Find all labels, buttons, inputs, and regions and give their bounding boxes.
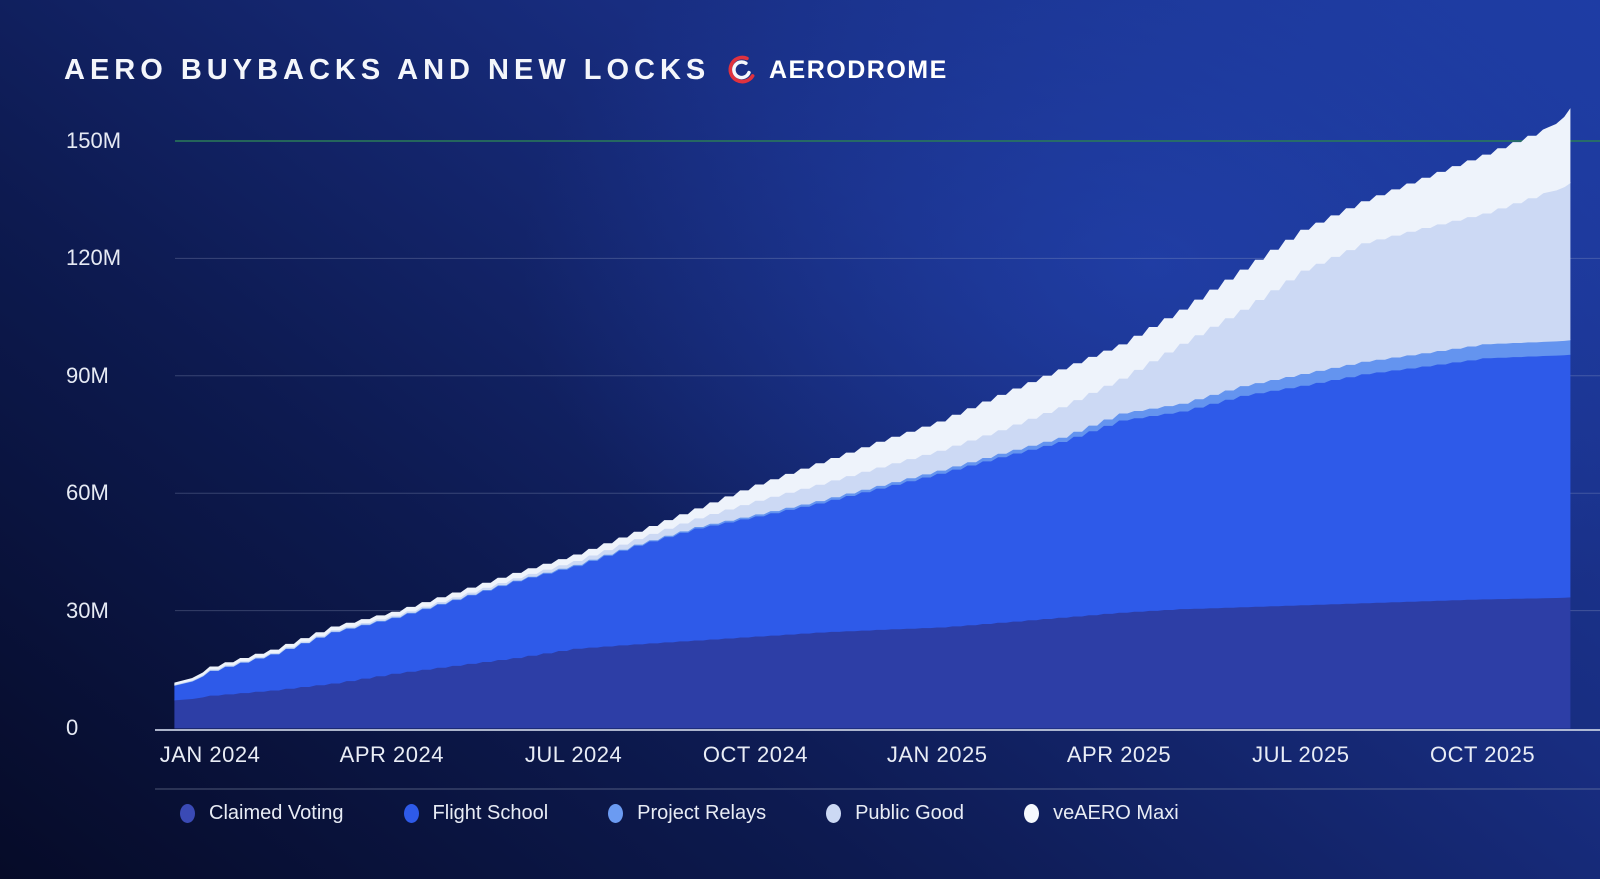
y-tick-60m: 60M [66,480,109,506]
x-tick-jan-2025: JAN 2025 [886,742,988,767]
aerodrome-swoosh-icon [728,55,755,84]
area-veaero-maxi [174,108,1571,685]
brand-logo: AERODROME [724,50,948,90]
legend-dot-icon [403,804,419,823]
chart-legend: Claimed Voting Flight School Project Relay… [180,802,1179,825]
x-tick-apr-2025: APR 2025 [1066,742,1172,767]
x-tick-apr-2024: APR 2024 [339,742,444,767]
y-tick-90m: 90M [66,362,109,388]
legend-label: Flight School [432,802,549,824]
legend-dot-icon [1024,804,1040,823]
legend-label: Claimed Voting [209,802,344,824]
y-tick-0: 0 [66,715,79,740]
legend-label: Public Good [855,802,965,824]
y-tick-150m: 150M [66,128,122,153]
y-tick-30m: 30M [66,597,109,623]
legend-item-public-good: Public Good [826,802,964,825]
legend-dot-icon [826,804,842,823]
legend-dot-icon [180,804,195,823]
legend-item-project-relays: Project Relays [608,802,766,825]
x-tick-oct-2025: OCT 2025 [1430,742,1536,767]
brand-name: AERODROME [769,55,948,84]
legend-item-claimed-voting: Claimed Voting [180,802,344,825]
legend-item-veaero-maxi: veAERO Maxi [1024,802,1179,825]
legend-dot-icon [608,804,624,823]
legend-label: veAERO Maxi [1053,802,1179,824]
x-tick-jan-2024: JAN 2024 [159,742,261,767]
y-tick-120m: 120M [66,245,122,271]
legend-item-flight-school: Flight School [403,802,549,825]
x-tick-jul-2024: JUL 2024 [524,742,623,767]
x-tick-jul-2025: JUL 2025 [1252,742,1350,767]
page-title: AERO BUYBACKS AND NEW LOCKS [64,54,711,86]
x-tick-oct-2024: OCT 2024 [702,742,808,767]
legend-label: Project Relays [637,802,767,824]
